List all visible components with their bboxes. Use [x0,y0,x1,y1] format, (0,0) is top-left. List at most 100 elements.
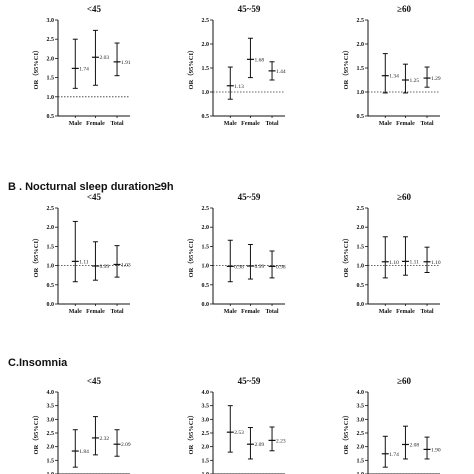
x-tick-label: Female [86,309,105,315]
y-tick-label: 2.5 [47,431,55,437]
y-tick-label: 0.5 [47,283,55,289]
data-label: 2.32 [99,436,109,442]
panel-title: <45 [87,376,102,386]
x-tick-label: Total [420,309,433,315]
y-tick-label: 3.5 [47,404,55,410]
x-tick-label: Male [69,121,82,127]
chart-panel: 45~59OR（95%CI）1.01.52.02.53.03.54.0Male2… [187,376,286,474]
y-tick-label: 2.0 [47,225,55,231]
y-tick-label: 1.0 [202,264,210,270]
data-label: 1.68 [254,57,264,63]
data-label: 1.74 [79,66,89,72]
chart-panel: ≥60 OR（95%CI） 0.5 1.0 1.5 2.0 2.5 Male 1.34 Femal… [342,4,441,127]
y-tick-label: 0.5 [47,114,55,120]
data-label: 2.09 [121,442,131,448]
data-label: 1.29 [431,76,441,82]
y-axis-label: OR（95%CI） [187,47,195,90]
chart-panel: 45~59 OR（95%CI） 0.0 0.5 1.0 1.5 2.0 2.5 Male 0.98… [187,192,286,315]
y-tick-label: 2.5 [202,206,210,212]
x-tick-label: Total [265,309,278,315]
data-label: 1.11 [409,259,419,265]
y-tick-label: 1.0 [47,472,55,474]
y-tick-label: 1.5 [47,244,55,250]
y-tick-label: 3.0 [202,417,210,423]
y-axis-label: OR（95%CI） [32,412,40,455]
data-label: 2.03 [99,55,109,61]
y-tick-label: 4.0 [47,390,55,396]
data-label: 1.10 [389,260,399,266]
y-tick-label: 1.5 [202,66,210,72]
panel-title: 45~59 [238,192,261,202]
y-tick-label: 2.0 [357,225,365,231]
data-label: 1.44 [276,69,286,75]
chart-panel: ≥60OR（95%CI）1.01.52.02.53.03.54.0Male1.7… [342,376,441,474]
data-label: 2.09 [254,442,264,448]
x-tick-label: Female [86,121,105,127]
data-label: 2.23 [276,438,286,444]
y-axis-label: OR（95%CI） [342,235,350,278]
y-tick-label: 2.0 [202,445,210,451]
y-tick-label: 4.0 [202,390,210,396]
y-tick-label: 1.5 [47,458,55,464]
panel-title: ≥60 [397,376,411,386]
y-tick-label: 1.0 [202,90,210,96]
x-tick-label: Total [265,121,278,127]
section-label-c: C.Insomnia [8,357,68,369]
x-tick-label: Female [241,309,260,315]
y-axis-label: OR（95%CI） [342,412,350,455]
y-tick-label: 2.0 [202,225,210,231]
y-axis-label: OR（95%CI） [32,47,40,90]
y-tick-label: 0.0 [47,302,55,308]
y-tick-label: 2.5 [47,37,55,43]
y-tick-label: 1.0 [357,472,365,474]
y-tick-label: 2.5 [202,431,210,437]
data-label: 2.08 [409,442,419,448]
data-label: 1.10 [431,260,441,266]
panel-title: ≥60 [397,192,411,202]
data-label: 1.91 [121,60,131,66]
y-tick-label: 1.0 [357,90,365,96]
x-tick-label: Male [69,309,82,315]
y-tick-label: 1.5 [357,66,365,72]
y-tick-label: 2.0 [47,56,55,62]
data-label: 2.53 [234,430,244,436]
x-tick-label: Total [110,121,123,127]
data-label: 0.98 [234,264,244,270]
y-tick-label: 4.0 [357,390,365,396]
data-label: 1.34 [389,74,399,80]
x-tick-label: Female [241,121,260,127]
y-tick-label: 2.0 [357,42,365,48]
y-tick-label: 1.5 [202,458,210,464]
y-tick-label: 1.0 [47,264,55,270]
chart-panel: <45OR（95%CI）1.01.52.02.53.03.54.0Male1.8… [32,376,131,474]
y-tick-label: 1.5 [357,244,365,250]
y-tick-label: 0.5 [202,114,210,120]
data-label: 1.25 [409,78,419,84]
panel-title: 45~59 [238,4,261,14]
x-tick-label: Male [379,121,392,127]
y-tick-label: 2.0 [357,445,365,451]
y-axis-label: OR（95%CI） [342,47,350,90]
y-axis-label: OR（95%CI） [187,235,195,278]
y-tick-label: 3.0 [357,417,365,423]
y-tick-label: 1.0 [202,472,210,474]
y-tick-label: 2.5 [357,18,365,24]
x-tick-label: Total [420,121,433,127]
x-tick-label: Male [224,121,237,127]
panel-title: 45~59 [238,376,261,386]
data-label: 0.99 [99,264,109,270]
data-label: 1.11 [79,259,89,265]
data-label: 1.90 [431,447,441,453]
data-label: 0.98 [276,264,286,270]
y-tick-label: 2.0 [202,42,210,48]
y-tick-label: 2.5 [202,18,210,24]
y-tick-label: 0.0 [202,302,210,308]
y-tick-label: 1.5 [47,76,55,82]
x-tick-label: Female [396,309,415,315]
y-tick-label: 0.5 [357,283,365,289]
y-tick-label: 1.0 [47,95,55,101]
x-tick-label: Total [110,309,123,315]
x-tick-label: Female [396,121,415,127]
chart-panel: <45 OR（95%CI） 0.0 0.5 1.0 1.5 2.0 2.5 Male 1.11 Fe… [32,192,131,315]
